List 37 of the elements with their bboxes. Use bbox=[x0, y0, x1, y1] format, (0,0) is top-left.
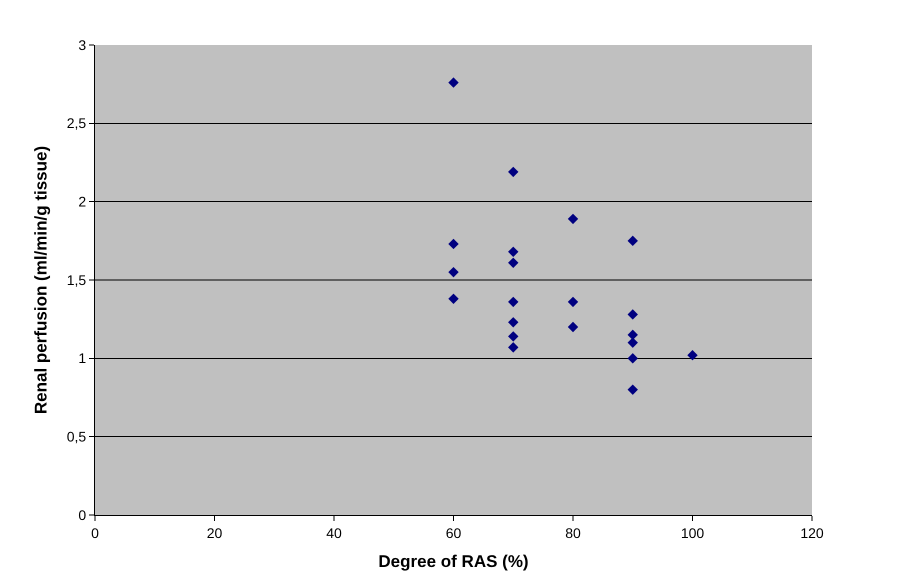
point bbox=[508, 331, 518, 342]
point bbox=[568, 214, 578, 224]
point bbox=[568, 296, 578, 308]
point bbox=[508, 317, 518, 328]
point bbox=[448, 294, 459, 304]
point bbox=[628, 236, 638, 246]
point bbox=[448, 238, 459, 250]
point bbox=[448, 266, 459, 278]
y-tick-label: 0 bbox=[78, 506, 86, 523]
y-tick-label: 3 bbox=[78, 36, 86, 53]
point bbox=[508, 166, 518, 178]
point bbox=[628, 353, 638, 364]
x-tick-label: 60 bbox=[446, 524, 462, 541]
point bbox=[448, 77, 459, 88]
x-axis-title: Degree of RAS (%) bbox=[378, 552, 529, 572]
y-tick-label: 2,5 bbox=[66, 115, 86, 132]
x-tick-label: 0 bbox=[91, 524, 100, 541]
point bbox=[508, 342, 518, 353]
point bbox=[508, 296, 518, 308]
y-tick-label: 0,5 bbox=[66, 428, 86, 445]
point bbox=[508, 258, 518, 268]
point bbox=[568, 322, 578, 332]
x-tick-label: 20 bbox=[206, 524, 222, 541]
point bbox=[628, 309, 638, 320]
y-axis-title: Renal perfusion (ml/min/g tissue) bbox=[31, 146, 50, 414]
point bbox=[508, 246, 518, 257]
point bbox=[687, 350, 698, 360]
x-tick-label: 80 bbox=[565, 524, 581, 541]
y-tick-label: 1 bbox=[78, 350, 86, 366]
point bbox=[628, 337, 638, 348]
y-tick-label: 2 bbox=[78, 194, 86, 210]
y-tick-label: 1,5 bbox=[66, 272, 86, 288]
point bbox=[628, 384, 638, 395]
x-tick-label: 100 bbox=[680, 524, 704, 541]
x-tick-label: 40 bbox=[326, 524, 342, 541]
point bbox=[628, 330, 638, 340]
x-tick-label: 120 bbox=[800, 524, 824, 541]
